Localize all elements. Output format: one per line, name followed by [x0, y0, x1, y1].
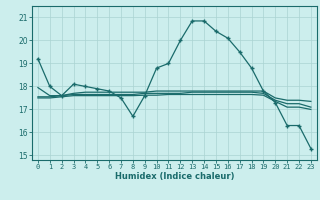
X-axis label: Humidex (Indice chaleur): Humidex (Indice chaleur) [115, 172, 234, 181]
